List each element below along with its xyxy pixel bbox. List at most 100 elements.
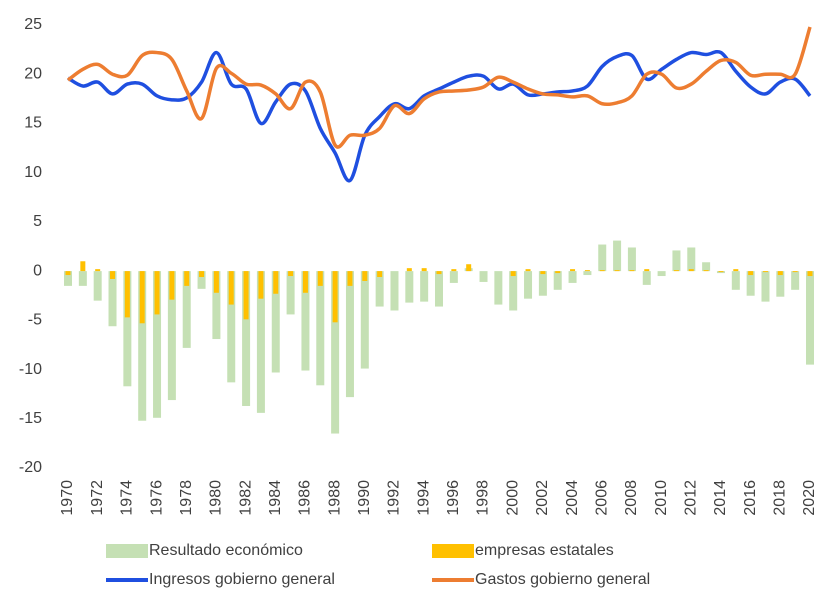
bar	[540, 271, 546, 275]
bar	[688, 269, 694, 272]
y-tick-label: 15	[24, 115, 42, 132]
bar	[761, 271, 770, 302]
bar	[553, 271, 562, 290]
bar	[213, 271, 219, 293]
bar	[451, 269, 457, 272]
x-tick-label: 1978	[178, 480, 195, 516]
bar	[807, 271, 813, 277]
y-tick-label: 20	[24, 65, 42, 82]
bar	[599, 270, 605, 272]
bar	[139, 271, 145, 324]
y-tick-label: 10	[24, 164, 42, 181]
legend-label: empresas estatales	[475, 542, 614, 559]
bar	[435, 271, 443, 307]
bar	[377, 271, 383, 278]
bar	[273, 271, 279, 294]
x-tick-label: 1972	[89, 480, 106, 516]
bar	[390, 271, 399, 311]
bar	[806, 271, 814, 365]
bar	[509, 271, 518, 311]
x-tick-label: 2000	[504, 480, 521, 516]
bar	[436, 271, 442, 275]
bar	[288, 271, 294, 277]
bar	[718, 271, 724, 273]
line	[66, 26, 812, 149]
bar	[360, 271, 369, 369]
bar	[182, 271, 191, 348]
bar	[479, 271, 488, 282]
bar	[167, 271, 176, 401]
bar	[243, 271, 249, 320]
x-tick-label: 1986	[297, 480, 314, 516]
bar	[644, 269, 650, 272]
bar	[538, 271, 547, 296]
bar	[762, 271, 768, 273]
x-tick-label: 2018	[772, 480, 789, 516]
bar	[421, 268, 427, 272]
bar	[256, 271, 265, 413]
bar	[642, 271, 651, 285]
bar	[301, 271, 310, 371]
x-tick-label: 1976	[148, 480, 165, 516]
bar	[494, 271, 503, 305]
x-tick-label: 2020	[801, 480, 818, 516]
legend-swatch	[432, 544, 474, 558]
bar	[169, 271, 175, 300]
x-tick-label: 2010	[653, 480, 670, 516]
bar	[78, 271, 87, 286]
line	[67, 49, 812, 183]
bar	[64, 271, 72, 286]
bar	[197, 271, 206, 289]
x-tick-label: 1974	[119, 480, 136, 516]
bar	[93, 271, 102, 301]
bar	[672, 250, 681, 272]
legend-swatch	[106, 544, 148, 558]
x-tick-label: 1996	[445, 480, 462, 516]
bar	[286, 271, 295, 315]
bar	[362, 271, 368, 281]
bar	[776, 271, 785, 297]
bar	[791, 271, 800, 290]
bar	[138, 271, 147, 421]
bar	[405, 271, 414, 303]
x-tick-label: 2006	[593, 480, 610, 516]
bar	[702, 262, 711, 272]
bar	[65, 271, 71, 276]
x-tick-label: 1988	[326, 480, 343, 516]
bar	[525, 269, 531, 272]
bar	[792, 271, 798, 273]
bar	[347, 271, 353, 286]
bar	[584, 270, 590, 272]
bar	[777, 271, 783, 276]
bar	[80, 261, 86, 272]
bar	[746, 271, 755, 296]
bar	[212, 271, 221, 340]
legend-label: Gastos gobierno general	[475, 571, 650, 588]
x-tick-label: 2002	[534, 480, 551, 516]
bar	[524, 271, 533, 299]
bar	[731, 271, 740, 290]
y-tick-label: 0	[33, 262, 42, 279]
bar	[124, 271, 130, 318]
bar	[420, 271, 429, 302]
x-tick-label: 2012	[682, 480, 699, 516]
bar	[598, 244, 607, 272]
x-tick-label: 1990	[356, 480, 373, 516]
bar	[302, 271, 308, 293]
x-tick-label: 1970	[59, 480, 76, 516]
bar	[716, 271, 725, 274]
bar	[123, 271, 132, 387]
y-tick-label: 5	[33, 213, 42, 230]
bar	[627, 247, 636, 272]
y-tick-label: -15	[19, 410, 42, 427]
bar	[748, 271, 754, 276]
x-tick-label: 2004	[564, 480, 581, 516]
bar	[449, 271, 458, 283]
x-tick-label: 2014	[712, 480, 729, 516]
bar	[466, 264, 472, 272]
bar	[316, 271, 325, 386]
bar	[583, 271, 592, 276]
bar	[510, 271, 516, 277]
bar	[258, 271, 264, 299]
